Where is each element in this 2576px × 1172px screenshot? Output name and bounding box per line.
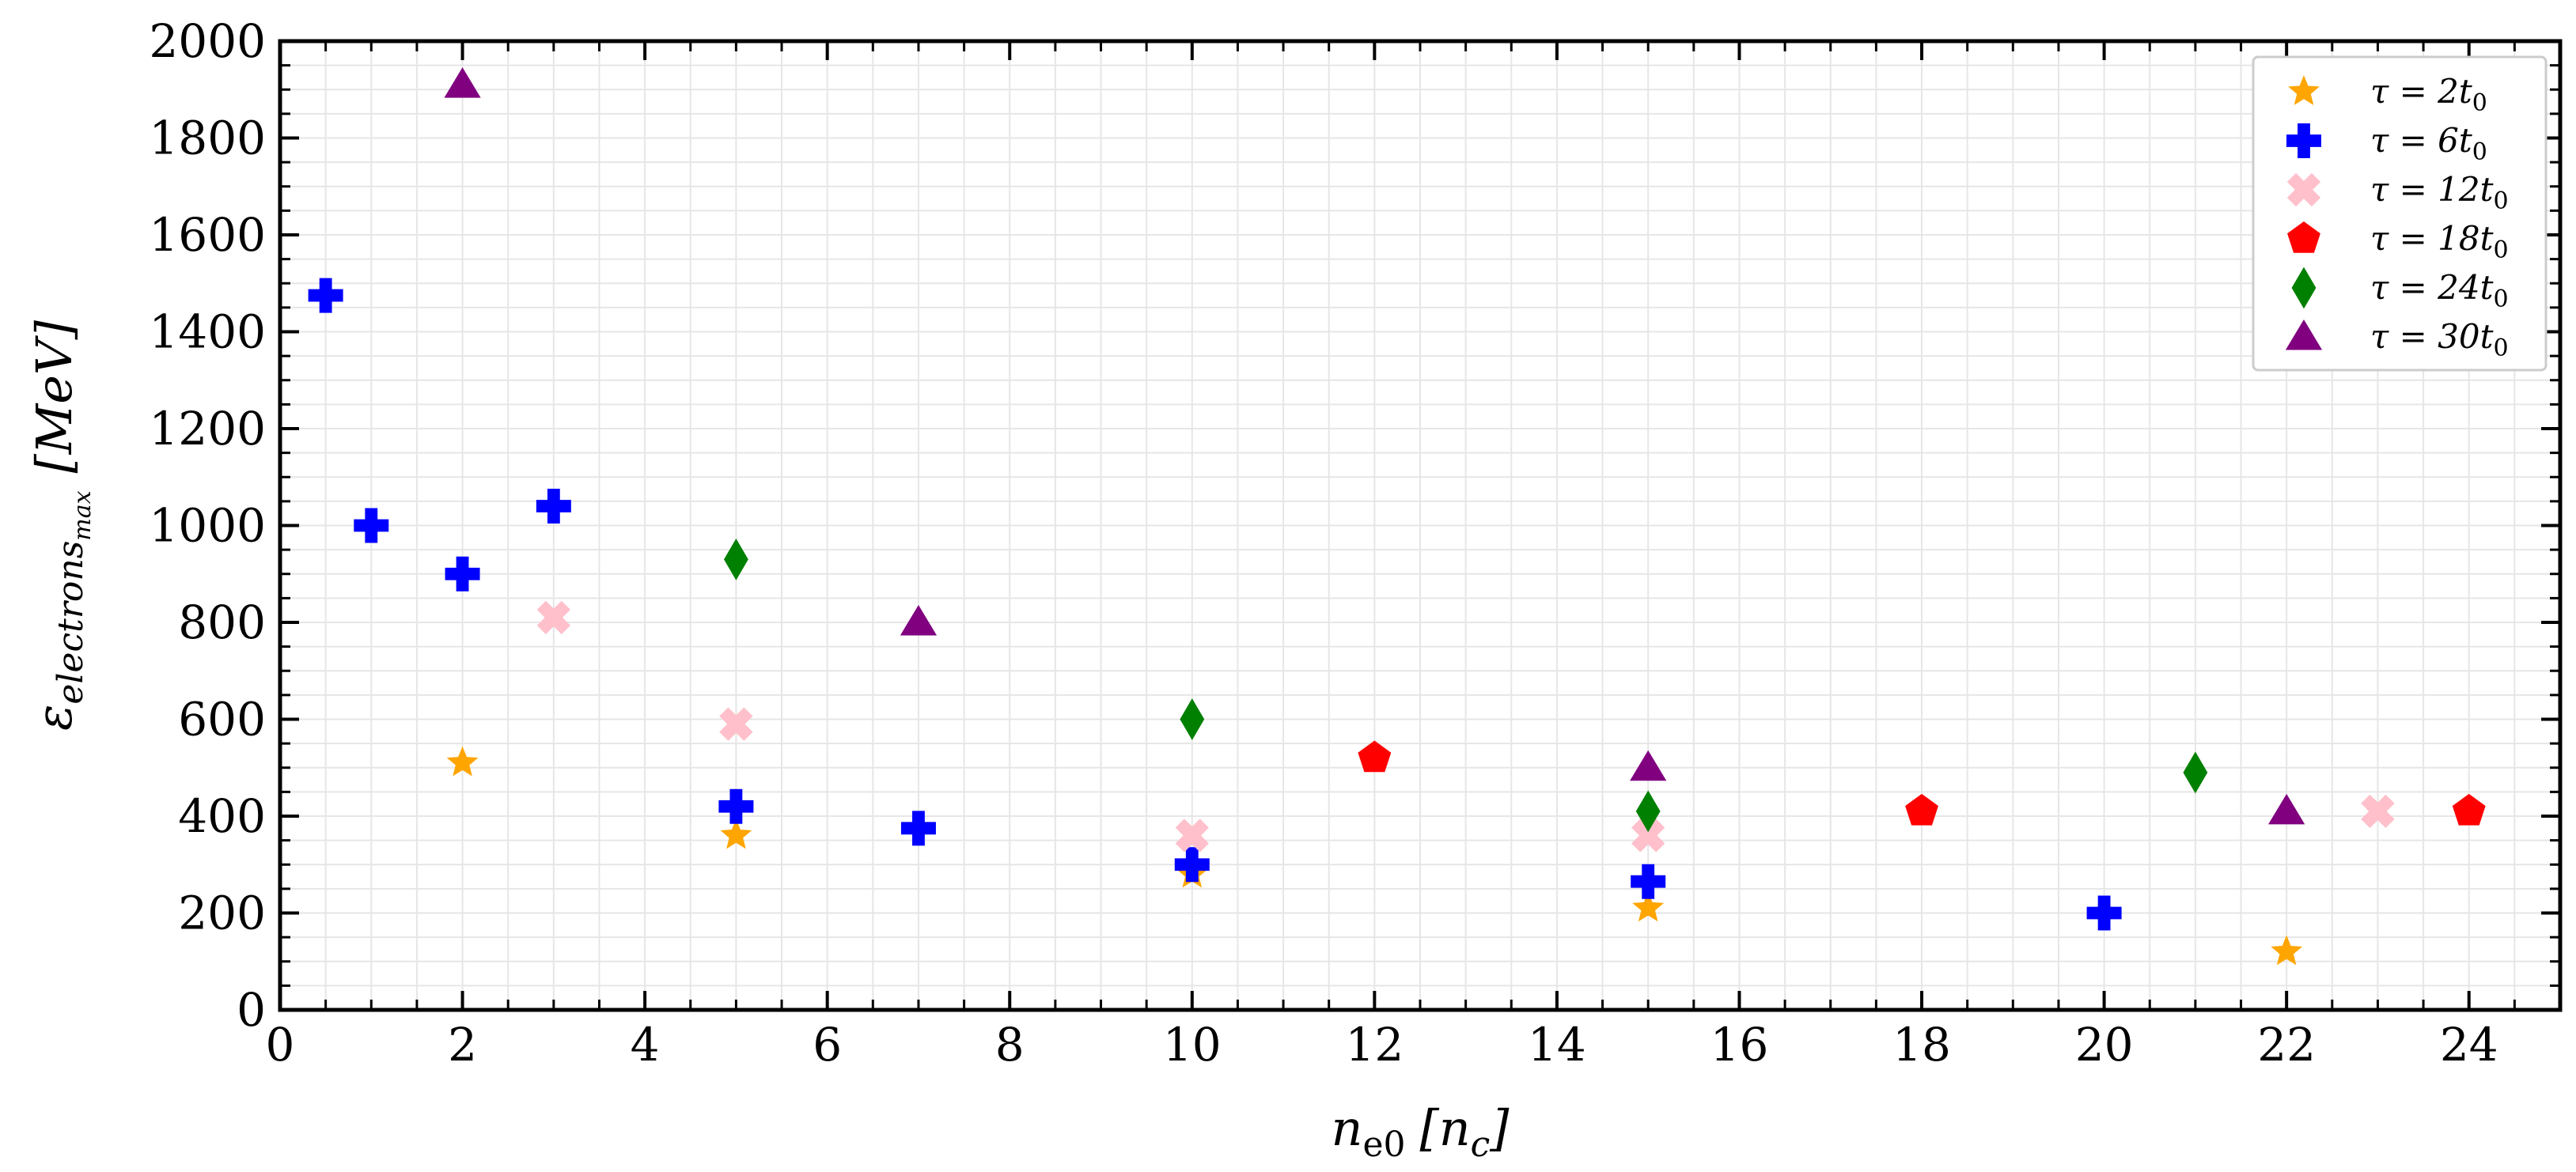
data-point	[1180, 698, 1205, 740]
legend-entry: τ = 2t0	[2288, 72, 2487, 117]
legend-entry: τ = 12t0	[2286, 170, 2509, 215]
data-point	[308, 278, 343, 313]
x-tick-label: 0	[266, 1018, 295, 1072]
data-point	[1631, 819, 1665, 853]
x-tick-label: 24	[2440, 1018, 2498, 1072]
x-tick-label: 10	[1163, 1018, 1222, 1072]
data-point	[2268, 793, 2305, 825]
x-tick-label: 18	[1892, 1018, 1951, 1072]
y-tick-label: 1200	[149, 402, 266, 456]
data-point	[2361, 794, 2395, 829]
legend-entry: τ = 6t0	[2286, 121, 2487, 166]
legend-label: τ = 12t0	[2370, 170, 2509, 215]
x-tick-label: 8	[995, 1018, 1025, 1072]
legend-label: τ = 30t0	[2370, 317, 2509, 362]
series-4	[1358, 740, 2486, 826]
data-point	[1630, 750, 1667, 781]
axis-titles: ne0 [nc] εelectronsmax[MeV]	[25, 319, 1510, 1165]
data-point	[724, 538, 748, 580]
data-point	[718, 788, 754, 824]
data-point	[2086, 895, 2122, 931]
legend-label: τ = 2t0	[2370, 72, 2487, 117]
y-tick-label: 1000	[149, 499, 266, 553]
legend-marker	[2285, 319, 2323, 350]
legend-entry: τ = 24t0	[2291, 267, 2509, 313]
y-tick-label: 200	[178, 887, 266, 940]
series-3	[536, 600, 2395, 853]
tick-labels: 0 2 4 6 8 10 12 14 16 18 20 22 240200400600800100012…	[149, 14, 2498, 1072]
y-tick-label: 0	[237, 983, 266, 1037]
data-point	[900, 811, 936, 846]
data-markers	[308, 67, 2486, 966]
data-point	[1175, 819, 1209, 853]
legend-box	[2252, 55, 2548, 372]
data-point	[1905, 793, 1938, 826]
y-tick-label: 600	[178, 693, 266, 747]
y-tick-label: 1400	[149, 305, 266, 359]
legend-entry: τ = 18t0	[2287, 219, 2509, 264]
x-tick-label: 4	[631, 1018, 660, 1072]
data-point	[1635, 790, 1661, 833]
legend-marker	[2288, 75, 2320, 105]
series-2	[308, 278, 2122, 931]
x-tick-label: 2	[448, 1018, 477, 1072]
data-point	[536, 600, 570, 635]
legend-label: τ = 6t0	[2370, 121, 2487, 166]
legend-label: τ = 24t0	[2370, 268, 2509, 313]
data-point	[2271, 935, 2303, 966]
plot-frame	[278, 39, 2563, 1012]
legend-marker	[2286, 123, 2321, 158]
legend-marker	[2287, 221, 2320, 253]
x-tick-label: 6	[813, 1018, 842, 1072]
x-tick-label: 22	[2257, 1018, 2316, 1072]
data-point	[2452, 793, 2486, 826]
x-axis-title: ne0 [nc]	[1332, 1099, 1510, 1165]
data-point	[719, 707, 753, 741]
legend-entry: τ = 30t0	[2285, 317, 2509, 362]
y-tick-label: 400	[178, 789, 266, 843]
series-6	[444, 67, 2305, 825]
data-point	[900, 605, 938, 636]
data-point	[445, 556, 480, 592]
data-point	[1174, 847, 1210, 883]
x-tick-label: 14	[1528, 1018, 1586, 1072]
data-point	[1631, 864, 1666, 899]
legend-marker	[2286, 172, 2321, 207]
y-tick-label: 2000	[149, 14, 266, 68]
legend-label: τ = 18t0	[2370, 219, 2509, 264]
x-tick-label: 16	[1710, 1018, 1769, 1072]
y-axis-title: εelectronsmax[MeV]	[25, 319, 97, 731]
series-5	[724, 538, 2208, 833]
data-point	[444, 67, 481, 98]
grid	[279, 40, 2561, 1011]
data-point	[354, 508, 389, 543]
data-point	[1632, 891, 1665, 922]
y-tick-label: 1600	[149, 208, 266, 262]
data-point	[2183, 751, 2208, 794]
data-point	[720, 819, 752, 849]
data-point	[446, 746, 479, 777]
data-point	[1358, 740, 1392, 773]
y-tick-label: 800	[178, 595, 266, 649]
x-tick-label: 20	[2075, 1018, 2134, 1072]
y-tick-label: 1800	[149, 112, 266, 165]
legend-marker	[2291, 267, 2317, 309]
x-tick-label: 12	[1345, 1018, 1404, 1072]
data-point	[536, 489, 571, 524]
